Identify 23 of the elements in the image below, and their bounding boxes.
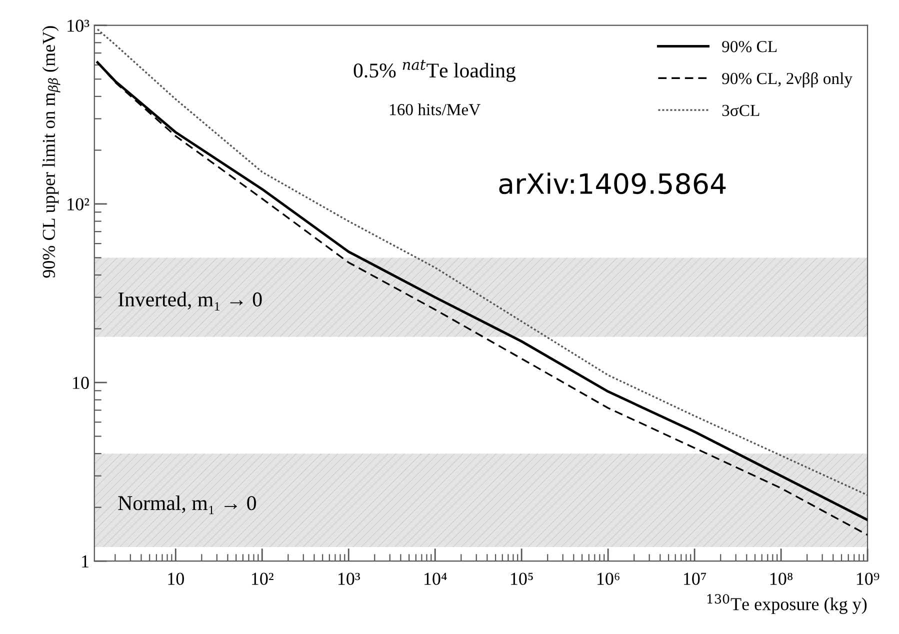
x-axis-title: $^{130}$Te exposure (kg y): [707, 594, 867, 614]
y-tick-label: 10: [73, 376, 89, 389]
x-tick-label: 10⁴: [424, 572, 447, 585]
x-tick-label: 10⁶: [597, 572, 620, 585]
x-tick-label: 10⁷: [684, 572, 706, 585]
legend-label: 90% CL: [722, 40, 777, 52]
legend-label: 90% CL, 2νββ only: [722, 72, 852, 88]
legend-label: 3σCL: [722, 104, 760, 116]
x-tick-label: 10⁵: [511, 572, 533, 585]
band-label: Inverted, m₁ → 0: [118, 292, 262, 310]
annotation: 160 hits/MeV: [390, 104, 480, 116]
annotation: 0.5% $^{nat}$Te loading: [354, 60, 516, 82]
x-tick-label: 10: [168, 572, 184, 585]
x-tick-label: 10⁹: [856, 572, 880, 585]
x-tick-label: 10⁸: [770, 572, 793, 585]
band-label: Normal, m₁ → 0: [118, 495, 256, 514]
y-tick-label: 10³: [68, 20, 90, 32]
y-axis-title: 90% CL upper limit on m$_{ββ}$ (meV): [42, 26, 60, 278]
y-tick-label: 10²: [68, 198, 90, 210]
y-tick-label: 1: [82, 555, 88, 568]
x-tick-label: 10³: [338, 572, 360, 585]
annotation: arXiv:1409.5864: [499, 172, 726, 194]
x-tick-label: 10²: [252, 572, 274, 585]
